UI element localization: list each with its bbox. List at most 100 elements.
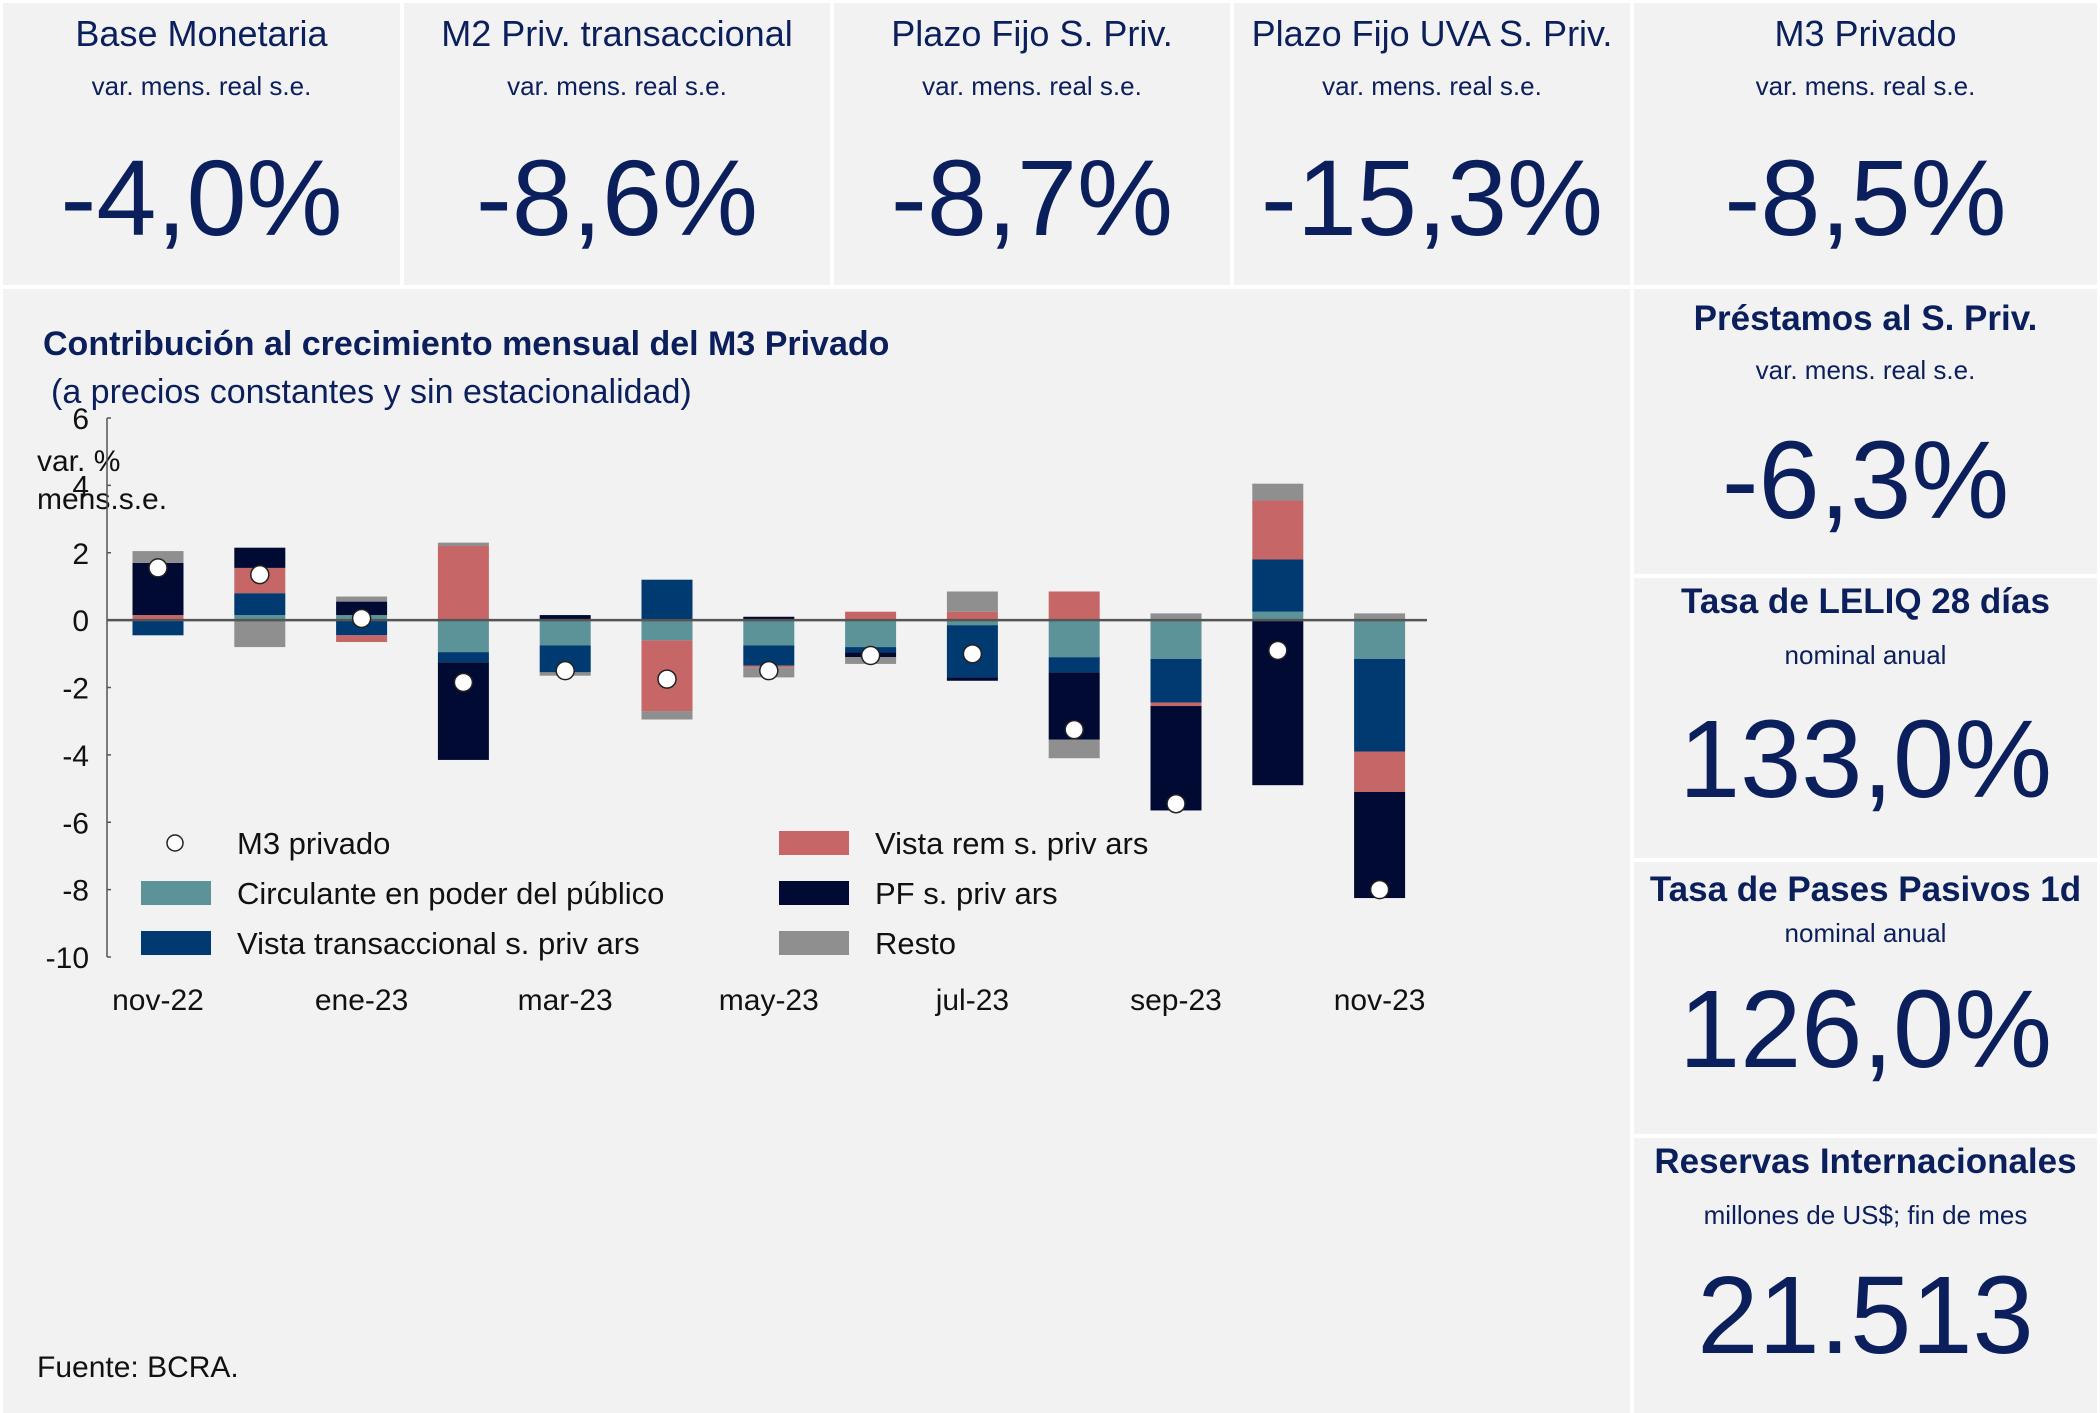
bar-segment-vista_rem-sep-23 [1150, 702, 1202, 707]
kpi-value: 133,0% [1678, 698, 2053, 821]
bar-segment-circulante-jun-23 [845, 620, 897, 648]
kpi-subtitle: millones de US$; fin de mes [1703, 1200, 2028, 1230]
kpi-subtitle: var. mens. real s.e. [1322, 71, 1542, 101]
kpi-title: M2 Priv. transaccional [441, 13, 793, 54]
kpi-title: Base Monetaria [75, 13, 328, 54]
kpi-value: 21.513 [1697, 1254, 2034, 1377]
bar-segment-vista_rem-ene-23 [336, 635, 388, 643]
m3-marker-ene-23 [351, 608, 372, 629]
bar-segment-pf-ene-23 [336, 601, 388, 616]
bar-segment-circulante-dic-22 [234, 615, 286, 621]
kpi-title: Préstamos al S. Priv. [1693, 299, 2038, 338]
m3-marker-jun-23 [860, 645, 881, 666]
bar-segment-circulante-nov-23 [1354, 620, 1406, 659]
y-axis-label-line2: mens.s.e. [37, 483, 168, 516]
bar-segment-circulante-abr-23 [641, 620, 693, 641]
m3-marker-nov-22 [148, 558, 168, 578]
kpi-value: -8,6% [475, 137, 759, 258]
kpi-value: -15,3% [1260, 137, 1604, 258]
legend-marker-icon [166, 834, 184, 852]
legend-label: Resto [875, 926, 956, 961]
kpi-plazo-fijo: Plazo Fijo S. Priv. var. mens. real s.e.… [834, 3, 1230, 285]
m3-marker-oct-23 [1268, 640, 1288, 661]
bar-segment-circulante-mar-23 [539, 620, 591, 646]
m3-marker-abr-23 [657, 669, 677, 689]
bar-segment-resto-sep-23 [1150, 613, 1202, 621]
bar-segment-vista_transaccional-abr-23 [641, 579, 693, 621]
bar-segment-circulante-jul-23 [946, 620, 998, 626]
bar-segment-vista_transaccional-ago-23 [1048, 657, 1100, 673]
bar-segment-pf-sep-23 [1150, 706, 1202, 811]
bar-segment-circulante-sep-23 [1150, 620, 1202, 659]
legend-swatch [779, 931, 849, 955]
bar-segment-vista_rem-feb-23 [437, 546, 489, 621]
x-tick-label: ene-23 [315, 984, 408, 1017]
legend-label: M3 privado [237, 826, 390, 861]
legend: M3 privado Circulante en poder del públic… [141, 826, 1148, 961]
bar-segment-resto-abr-23 [641, 711, 693, 720]
m3-marker-jul-23 [962, 644, 983, 664]
kpi-title: Tasa de Pases Pasivos 1d [1649, 870, 2082, 909]
legend-item: Circulante en poder del público [141, 876, 664, 911]
bar-segment-pf-jul-23 [946, 677, 998, 681]
kpi-m2-priv-transaccional: M2 Priv. transaccional var. mens. real s… [404, 3, 830, 285]
m3-marker-may-23 [759, 660, 779, 681]
kpi-title: Reservas Internacionales [1654, 1142, 2077, 1181]
axis-layer: 6 4 2 0 -2 -4 -6 -8 -10 nov-22 ene-23 mar-23 may-23 j… [46, 403, 1427, 1017]
bar-segment-resto-ene-23 [336, 596, 388, 602]
bar-segment-resto-oct-23 [1252, 483, 1304, 501]
legend-swatch [779, 831, 849, 855]
kpi-title: Plazo Fijo S. Priv. [891, 13, 1173, 54]
x-tick-label: mar-23 [518, 984, 613, 1017]
y-tick-label: 0 [72, 605, 89, 638]
kpi-value: -4,0% [60, 137, 343, 258]
markers-layer [148, 558, 1390, 900]
bar-segment-resto-feb-23 [437, 542, 489, 547]
bar-segment-vista_rem-jul-23 [946, 611, 998, 621]
x-tick-label: jul-23 [935, 984, 1009, 1017]
y-tick-label: -2 [62, 673, 89, 706]
legend-item: Vista transaccional s. priv ars [141, 926, 640, 961]
kpi-tasa-pases-pasivos: Tasa de Pases Pasivos 1d nominal anual 1… [1634, 862, 2097, 1134]
kpi-value: -8,7% [890, 137, 1174, 258]
m3-marker-mar-23 [555, 660, 575, 681]
kpi-prestamos: Préstamos al S. Priv. var. mens. real s.… [1634, 289, 2097, 574]
bar-segment-vista_rem-nov-22 [132, 615, 184, 621]
kpi-tasa-leliq: Tasa de LELIQ 28 días nominal anual 133,… [1634, 578, 2097, 858]
kpi-subtitle: nominal anual [1784, 918, 1947, 948]
bar-segment-vista_transaccional-dic-22 [234, 593, 286, 616]
bar-segment-circulante-feb-23 [437, 620, 489, 653]
bar-segment-pf-mar-23 [539, 615, 591, 621]
y-tick-label: -6 [62, 807, 89, 840]
kpi-value: -8,5% [1724, 137, 2007, 258]
kpi-title: M3 Privado [1774, 13, 1957, 54]
kpi-m3-privado: M3 Privado var. mens. real s.e. -8,5% [1634, 3, 2097, 285]
source-note: Fuente: BCRA. [37, 1351, 239, 1384]
m3-marker-feb-23 [453, 672, 474, 693]
kpi-subtitle: var. mens. real s.e. [507, 71, 727, 101]
bar-segment-resto-ago-23 [1048, 739, 1100, 759]
stacked-bar-chart: 6 4 2 0 -2 -4 -6 -8 -10 nov-22 ene-23 mar-23 may-23 j… [46, 403, 1427, 1017]
legend-item: Resto [779, 926, 956, 961]
kpi-title: Plazo Fijo UVA S. Priv. [1251, 13, 1613, 54]
kpi-value: -6,3% [1721, 419, 2010, 542]
bar-segment-vista_transaccional-feb-23 [437, 652, 489, 663]
m3-marker-dic-22 [250, 564, 270, 585]
legend-label: PF s. priv ars [875, 876, 1058, 911]
kpi-base-monetaria: Base Monetaria var. mens. real s.e. -4,0… [3, 3, 400, 285]
legend-swatch [141, 931, 211, 955]
legend-label: Vista rem s. priv ars [875, 826, 1148, 861]
kpi-plazo-fijo-uva: Plazo Fijo UVA S. Priv. var. mens. real … [1234, 3, 1630, 285]
kpi-subtitle: var. mens. real s.e. [91, 71, 312, 101]
y-tick-label: 4 [72, 470, 89, 503]
kpi-value: 126,0% [1678, 968, 2053, 1091]
legend-item: M3 privado [166, 826, 390, 861]
bar-segment-vista_transaccional-nov-22 [132, 620, 184, 636]
bar-segment-vista_rem-oct-23 [1252, 500, 1304, 560]
legend-swatch [779, 881, 849, 905]
kpi-subtitle: nominal anual [1784, 640, 1947, 670]
y-tick-label: -10 [46, 942, 89, 975]
x-tick-label: nov-23 [1334, 984, 1426, 1017]
legend-item: Vista rem s. priv ars [779, 826, 1148, 861]
bar-segment-vista_transaccional-oct-23 [1252, 559, 1304, 612]
